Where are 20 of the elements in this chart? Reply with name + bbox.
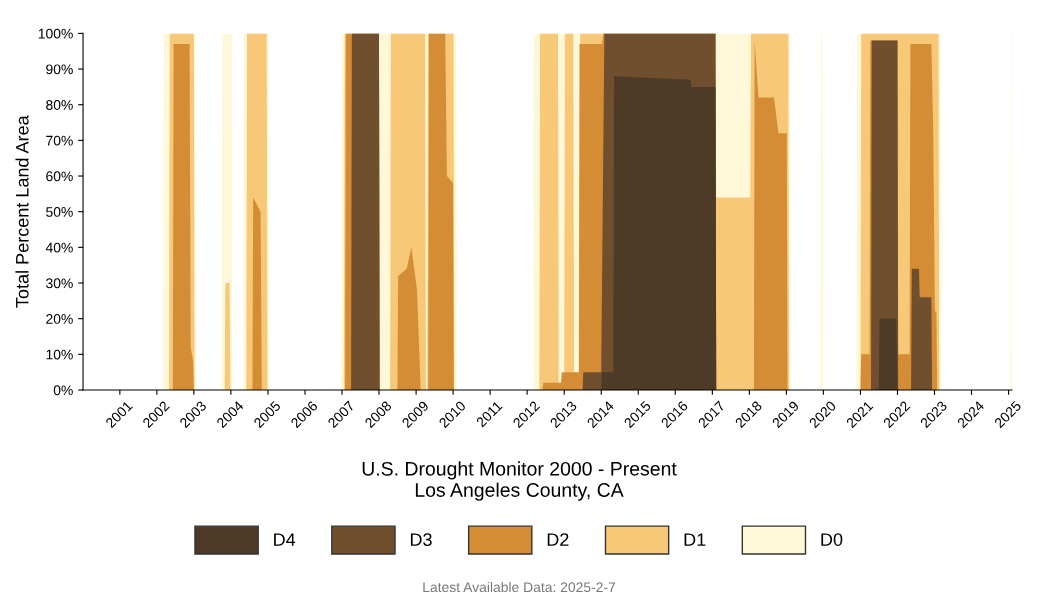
y-tick-label: 30% xyxy=(46,278,73,289)
y-tick-label: 100% xyxy=(38,28,73,39)
y-tick-label: 60% xyxy=(46,171,73,182)
y-tick-label: 70% xyxy=(46,135,73,146)
y-tick-label: 50% xyxy=(46,207,73,217)
text: U.S. Drought Monitor 2000 - Present xyxy=(362,461,677,480)
legend-label: D0 xyxy=(821,533,843,546)
legend-label: D2 xyxy=(547,533,569,546)
y-tick-label: 20% xyxy=(46,314,73,324)
legend-label: D4 xyxy=(274,533,296,546)
y-tick-label: 90% xyxy=(46,64,73,75)
y-tick-label: 80% xyxy=(46,100,73,110)
y-tick-label: 40% xyxy=(45,242,73,253)
y-tick-label: 10% xyxy=(46,349,73,360)
legend-label: D3 xyxy=(410,533,432,546)
text: Los Angeles County, CA xyxy=(415,482,624,501)
text: Latest Available Data: 2025-2-7 xyxy=(423,581,616,593)
legend-label: D1 xyxy=(684,533,706,546)
y-tick-label: 0% xyxy=(53,385,73,396)
y-axis-title: Total Percent Land Area xyxy=(15,115,29,308)
